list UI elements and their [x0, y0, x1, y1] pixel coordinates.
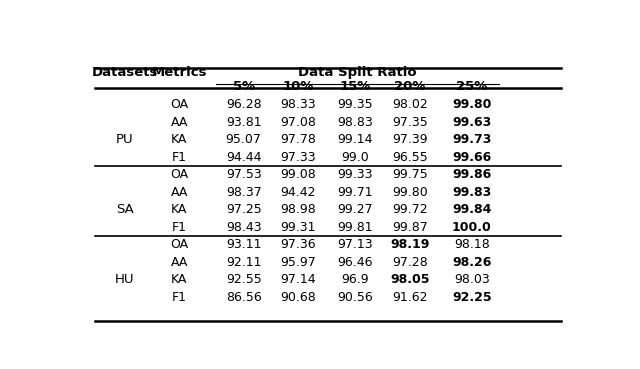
Text: 98.33: 98.33 — [280, 98, 316, 111]
Text: 5%: 5% — [232, 80, 255, 93]
Text: 94.42: 94.42 — [280, 186, 316, 199]
Text: 86.56: 86.56 — [226, 291, 262, 304]
Text: 98.18: 98.18 — [454, 238, 490, 251]
Text: 99.81: 99.81 — [337, 221, 373, 234]
Text: 93.81: 93.81 — [226, 116, 262, 129]
Text: 99.87: 99.87 — [392, 221, 428, 234]
Text: SA: SA — [116, 203, 134, 216]
Text: Datasets: Datasets — [92, 66, 158, 79]
Text: OA: OA — [170, 238, 188, 251]
Text: 97.39: 97.39 — [392, 133, 428, 146]
Text: 97.13: 97.13 — [337, 238, 373, 251]
Text: 99.31: 99.31 — [280, 221, 316, 234]
Text: F1: F1 — [172, 221, 187, 234]
Text: 95.07: 95.07 — [226, 133, 262, 146]
Text: PU: PU — [116, 133, 134, 146]
Text: AA: AA — [170, 116, 188, 129]
Text: 96.28: 96.28 — [226, 98, 262, 111]
Text: 96.46: 96.46 — [337, 256, 373, 269]
Text: 93.11: 93.11 — [226, 238, 261, 251]
Text: 97.08: 97.08 — [280, 116, 316, 129]
Text: 96.55: 96.55 — [392, 151, 428, 164]
Text: F1: F1 — [172, 291, 187, 304]
Text: HU: HU — [115, 273, 134, 286]
Text: Metrics: Metrics — [152, 66, 207, 79]
Text: 98.03: 98.03 — [454, 273, 490, 286]
Text: 20%: 20% — [394, 80, 426, 93]
Text: 10%: 10% — [282, 80, 314, 93]
Text: 98.26: 98.26 — [452, 256, 492, 269]
Text: 96.9: 96.9 — [342, 273, 369, 286]
Text: 98.98: 98.98 — [280, 203, 316, 216]
Text: Data Split Ratio: Data Split Ratio — [298, 66, 417, 79]
Text: 97.14: 97.14 — [280, 273, 316, 286]
Text: 99.66: 99.66 — [452, 151, 492, 164]
Text: 99.84: 99.84 — [452, 203, 492, 216]
Text: 100.0: 100.0 — [452, 221, 492, 234]
Text: 99.80: 99.80 — [392, 186, 428, 199]
Text: 99.0: 99.0 — [341, 151, 369, 164]
Text: 99.86: 99.86 — [452, 168, 492, 181]
Text: KA: KA — [171, 203, 188, 216]
Text: 98.05: 98.05 — [390, 273, 429, 286]
Text: 15%: 15% — [340, 80, 371, 93]
Text: 99.27: 99.27 — [337, 203, 373, 216]
Text: 90.56: 90.56 — [337, 291, 373, 304]
Text: 98.43: 98.43 — [226, 221, 262, 234]
Text: 92.11: 92.11 — [226, 256, 261, 269]
Text: 25%: 25% — [456, 80, 488, 93]
Text: F1: F1 — [172, 151, 187, 164]
Text: 99.33: 99.33 — [337, 168, 373, 181]
Text: 99.73: 99.73 — [452, 133, 492, 146]
Text: 92.25: 92.25 — [452, 291, 492, 304]
Text: 97.25: 97.25 — [226, 203, 262, 216]
Text: 98.02: 98.02 — [392, 98, 428, 111]
Text: 97.35: 97.35 — [392, 116, 428, 129]
Text: 99.08: 99.08 — [280, 168, 316, 181]
Text: KA: KA — [171, 133, 188, 146]
Text: 99.14: 99.14 — [337, 133, 373, 146]
Text: 97.53: 97.53 — [226, 168, 262, 181]
Text: 91.62: 91.62 — [392, 291, 428, 304]
Text: 99.75: 99.75 — [392, 168, 428, 181]
Text: KA: KA — [171, 273, 188, 286]
Text: 94.44: 94.44 — [226, 151, 261, 164]
Text: 98.37: 98.37 — [226, 186, 262, 199]
Text: 98.83: 98.83 — [337, 116, 373, 129]
Text: 97.33: 97.33 — [280, 151, 316, 164]
Text: 97.36: 97.36 — [280, 238, 316, 251]
Text: OA: OA — [170, 168, 188, 181]
Text: 92.55: 92.55 — [226, 273, 262, 286]
Text: 98.19: 98.19 — [390, 238, 429, 251]
Text: AA: AA — [170, 186, 188, 199]
Text: 99.71: 99.71 — [337, 186, 373, 199]
Text: OA: OA — [170, 98, 188, 111]
Text: 90.68: 90.68 — [280, 291, 316, 304]
Text: 99.83: 99.83 — [452, 186, 492, 199]
Text: 99.35: 99.35 — [337, 98, 373, 111]
Text: 99.72: 99.72 — [392, 203, 428, 216]
Text: 99.63: 99.63 — [452, 116, 492, 129]
Text: 97.28: 97.28 — [392, 256, 428, 269]
Text: 99.80: 99.80 — [452, 98, 492, 111]
Text: AA: AA — [170, 256, 188, 269]
Text: 97.78: 97.78 — [280, 133, 316, 146]
Text: 95.97: 95.97 — [280, 256, 316, 269]
